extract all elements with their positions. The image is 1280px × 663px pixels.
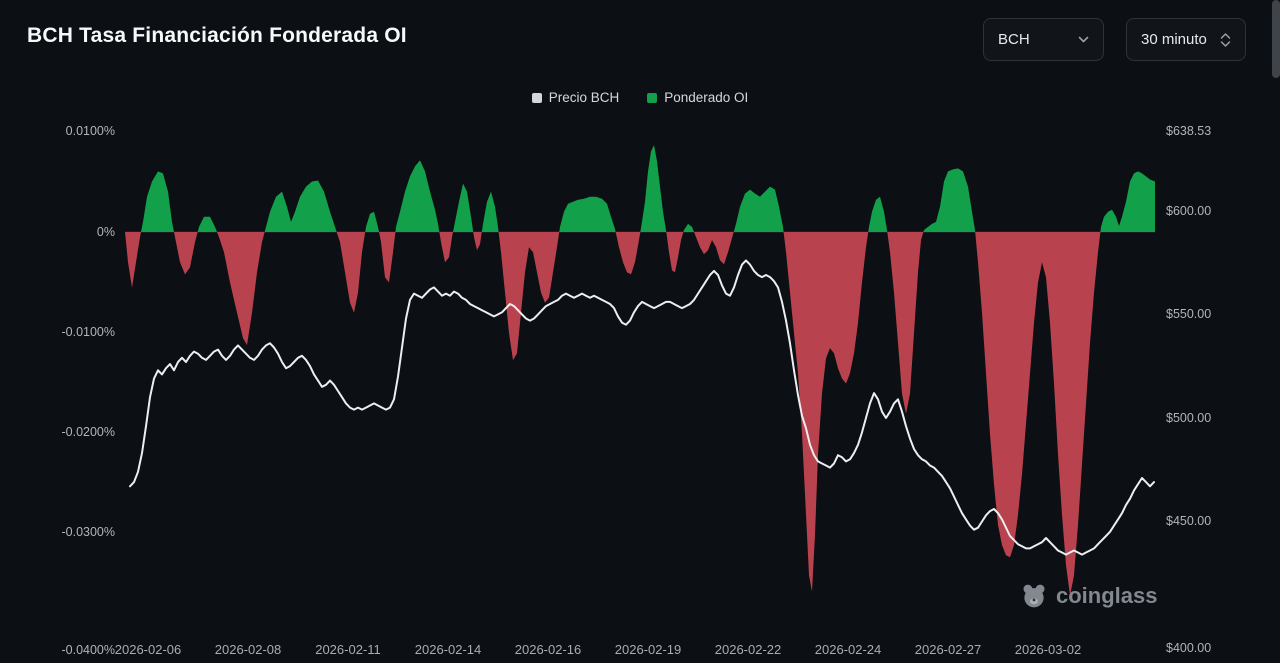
x-axis-label: 2026-02-14	[414, 642, 482, 657]
scrollbar-thumb[interactable]	[1272, 0, 1280, 78]
chevron-down-icon	[1078, 36, 1089, 43]
left-axis-label: -0.0200%	[61, 425, 115, 439]
symbol-select[interactable]: BCH	[983, 18, 1104, 61]
interval-select-value: 30 minuto	[1141, 31, 1207, 48]
left-axis-label: -0.0100%	[61, 325, 115, 339]
left-axis-label: 0%	[96, 225, 115, 239]
legend-swatch-precio	[531, 92, 542, 103]
x-axis-label: 2026-02-08	[214, 642, 282, 657]
left-axis-label: -0.0300%	[61, 525, 115, 539]
x-axis-label: 2026-02-22	[714, 642, 782, 657]
x-axis-label: 2026-02-24	[814, 642, 882, 657]
x-axis-label: 2026-03-02	[1014, 642, 1082, 657]
chart-controls: BCH 30 minuto	[983, 18, 1246, 61]
coinglass-logo-icon	[1020, 582, 1048, 610]
coinglass-watermark: coinglass	[1020, 582, 1157, 610]
funding-area-positive	[125, 145, 1155, 232]
x-axis-label: 2026-02-11	[315, 642, 381, 657]
x-axis-label: 2026-02-19	[614, 642, 682, 657]
interval-select[interactable]: 30 minuto	[1126, 18, 1246, 61]
legend-label-precio: Precio BCH	[548, 90, 620, 105]
legend-swatch-ponderado	[647, 92, 658, 103]
x-axis-label: 2026-02-16	[514, 642, 582, 657]
right-axis-label: $600.00	[1166, 204, 1212, 218]
chart-legend: Precio BCH Ponderado OI	[0, 90, 1280, 105]
legend-label-ponderado: Ponderado OI	[664, 90, 749, 105]
updown-spinner-icon	[1220, 32, 1231, 48]
x-axis-label: 2026-02-06	[114, 642, 182, 657]
legend-item-ponderado-oi[interactable]: Ponderado OI	[647, 90, 748, 105]
coinglass-logo-text: coinglass	[1056, 583, 1158, 608]
right-axis-label: $550.00	[1166, 307, 1212, 321]
right-axis-label: $500.00	[1166, 411, 1212, 425]
left-axis-label: 0.0100%	[65, 124, 115, 138]
right-axis-label: $450.00	[1166, 514, 1212, 528]
left-axis-label: -0.0400%	[61, 643, 115, 657]
page-title: BCH Tasa Financiación Fonderada OI	[27, 24, 407, 47]
legend-item-precio-bch[interactable]: Precio BCH	[531, 90, 620, 105]
right-axis-label: $400.00	[1166, 641, 1212, 655]
right-axis-label: $638.53	[1166, 124, 1212, 138]
x-axis-label: 2026-02-27	[914, 642, 982, 657]
symbol-select-value: BCH	[998, 31, 1030, 48]
funding-area-negative	[125, 232, 1155, 596]
price-line	[129, 259, 1155, 556]
